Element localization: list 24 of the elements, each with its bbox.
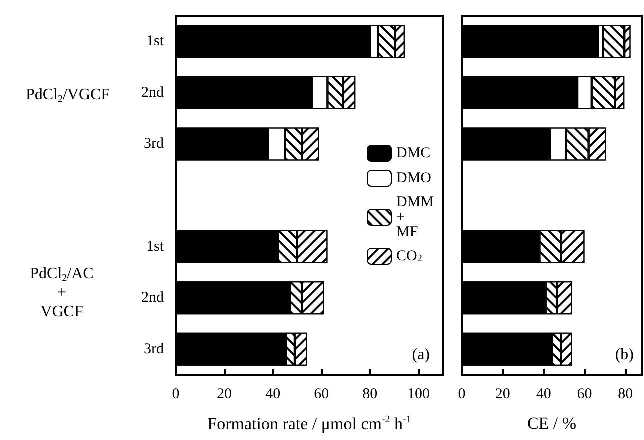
x-tick-label: 40 [266,386,281,402]
x-tick-label: 60 [314,386,330,402]
x-tick-label: 0 [458,386,466,402]
legend-label: CO2 [396,248,422,264]
annotation: (b) [615,346,634,364]
legend-label: DMC [396,146,431,162]
y-tick-label: 3rd [144,136,164,152]
y-tick-label: 2nd [142,84,164,101]
annotation: (a) [412,346,430,364]
legend-label: DMO [396,170,432,186]
x-tick-label: 80 [362,386,378,402]
y-tick-label: 2nd [142,290,164,306]
y-tick-label: 3rd [144,341,164,358]
x-tick-label: 60 [577,386,592,402]
x-tick-label: 20 [495,386,510,402]
legend-label: DMM + MF [396,194,434,240]
x-tick-label: 80 [618,386,634,402]
y-tick-label: 1st [146,34,165,50]
x-tick-label: 20 [217,386,232,402]
x-tick-label: 40 [536,386,552,402]
y-tick-label: 1st [146,238,165,255]
x-tick-label: 100 [407,386,430,402]
x-axis-title: CE / % [527,414,577,433]
x-tick-label: 0 [172,386,180,402]
